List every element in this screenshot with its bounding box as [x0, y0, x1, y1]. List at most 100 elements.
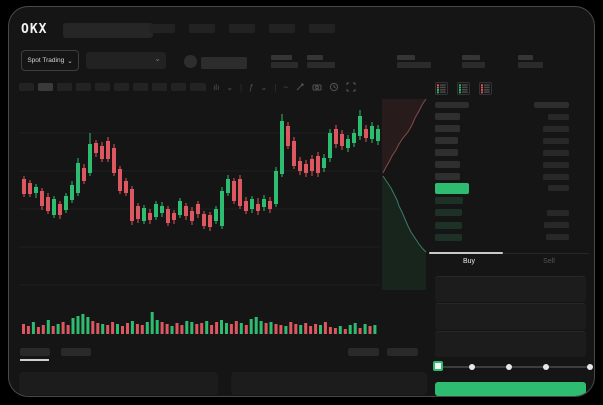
chevron-down-icon[interactable]: ⌄ [226, 82, 234, 92]
book-bids-icon[interactable] [457, 82, 470, 95]
volume-bar [274, 324, 278, 334]
active-tab-indicator [429, 252, 503, 254]
volume-bar [86, 317, 90, 334]
candle-body [28, 183, 32, 194]
volume-bar [61, 322, 65, 334]
timeframe-button[interactable] [114, 83, 129, 91]
volume-bar [234, 321, 238, 334]
timeframe-button[interactable] [57, 83, 72, 91]
volume-bar [343, 329, 347, 334]
tab-sell[interactable]: Sell [543, 258, 555, 265]
pair-selector-dropdown[interactable]: ⌄ [86, 52, 166, 69]
candle-body [214, 209, 218, 221]
book-both-icon[interactable] [435, 82, 448, 95]
timeframe-button[interactable] [76, 83, 91, 91]
candle-body [118, 169, 122, 191]
fullscreen-icon[interactable] [346, 82, 356, 92]
timeframe-button[interactable] [38, 83, 53, 91]
volume-bar [299, 325, 303, 334]
ask-row[interactable] [435, 125, 586, 133]
bottom-tab-0[interactable] [20, 348, 50, 356]
volume-bar [205, 321, 209, 334]
timeframe-button[interactable] [95, 83, 110, 91]
timeframe-button[interactable] [171, 83, 186, 91]
bid-row[interactable] [435, 233, 586, 242]
buy-submit-button[interactable] [435, 382, 586, 396]
amount-cell [543, 173, 569, 180]
orderbook-view-toggles [435, 82, 492, 95]
candle-body [196, 204, 200, 214]
amount-slider[interactable] [435, 366, 589, 368]
okx-logo[interactable]: OKX [21, 22, 48, 37]
last-price-placeholder [201, 57, 247, 69]
timeframe-button[interactable] [152, 83, 167, 91]
timeframe-button[interactable] [133, 83, 148, 91]
candle-body [202, 214, 206, 226]
volume-bar [323, 322, 327, 334]
slider-stop-dot[interactable] [587, 364, 593, 370]
slider-handle[interactable] [433, 361, 443, 371]
bid-row[interactable] [435, 197, 586, 205]
book-asks-icon[interactable] [479, 82, 492, 95]
indicators-icon[interactable]: ƒ [249, 82, 254, 92]
amount-field[interactable] [435, 303, 586, 330]
tab-buy[interactable]: Buy [462, 258, 476, 265]
chevron-down-icon[interactable]: ⌄ [260, 82, 268, 92]
nav-item[interactable] [309, 24, 335, 33]
slider-stop-dot[interactable] [469, 364, 475, 370]
history-icon[interactable] [329, 82, 339, 92]
volume-bar [116, 324, 119, 334]
volume-bar [185, 321, 189, 334]
bid-row[interactable] [435, 221, 586, 230]
last-price-row[interactable] [435, 183, 586, 194]
price-field[interactable] [435, 276, 586, 302]
ask-row[interactable] [435, 161, 586, 169]
volume-bar [36, 327, 40, 334]
ask-row[interactable] [435, 137, 586, 145]
candle-body [148, 213, 152, 220]
slider-stop-dot[interactable] [506, 364, 512, 370]
market-type-label: Spot Trading [27, 57, 65, 64]
ask-row[interactable] [435, 173, 586, 181]
bottom-tab-1[interactable] [61, 348, 91, 356]
total-field[interactable] [435, 331, 586, 357]
stat-label-placeholder [307, 55, 323, 60]
camera-icon[interactable] [312, 82, 322, 92]
amount-cell [543, 137, 569, 144]
candle-body [58, 204, 62, 215]
candle-body [70, 185, 74, 200]
volume-bar [239, 323, 243, 334]
timeframe-button[interactable] [19, 83, 34, 91]
chart-type-icon[interactable]: ılı [213, 82, 220, 92]
amount-cell [547, 209, 569, 216]
market-type-dropdown[interactable]: Spot Trading ⌄ [21, 50, 79, 71]
price-cell [435, 233, 462, 241]
nav-item[interactable] [189, 24, 215, 33]
candle-body [262, 199, 266, 207]
nav-item[interactable] [149, 24, 175, 33]
chart-footer-tab-1[interactable] [387, 348, 418, 356]
slider-stop-dot[interactable] [543, 364, 549, 370]
ask-row[interactable] [435, 113, 586, 121]
volume-bar [170, 326, 174, 334]
ask-row[interactable] [435, 149, 586, 157]
candle-body [298, 161, 302, 171]
candle-body [256, 204, 260, 211]
nav-item[interactable] [269, 24, 295, 33]
candlestick-chart[interactable] [9, 7, 595, 397]
timeframe-button[interactable] [190, 83, 205, 91]
line-style-icon[interactable]: ~ [283, 82, 288, 92]
chart-footer-tab-0[interactable] [348, 348, 379, 356]
candle-body [274, 171, 278, 204]
search-input[interactable] [63, 23, 153, 38]
volume-bar [190, 322, 194, 334]
candle-body [166, 209, 170, 223]
tab-divider [429, 253, 589, 254]
app-window: OKX Spot Trading ⌄ ⌄ | ılı ⌄ | ƒ ⌄ | ~ [8, 6, 595, 397]
nav-item[interactable] [229, 24, 255, 33]
volume-bar [294, 324, 298, 334]
draw-icon[interactable] [295, 82, 305, 92]
bid-row[interactable] [435, 209, 586, 217]
volume-bar [22, 324, 25, 334]
candle-body [208, 215, 212, 227]
